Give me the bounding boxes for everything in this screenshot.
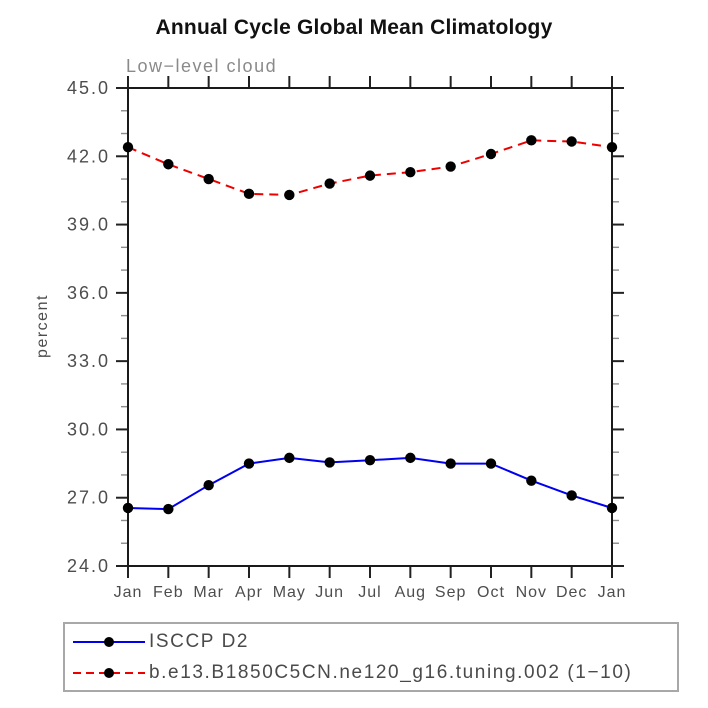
data-point-marker [566,136,577,147]
legend-sample-marker [104,667,114,678]
y-tick-label: 33.0 [67,351,110,371]
data-point-marker [606,502,618,514]
x-tick-label: Feb [153,584,184,601]
data-point-marker [566,490,577,501]
y-tick-label: 30.0 [67,419,110,439]
data-point-marker [364,170,376,181]
data-point-marker [526,475,537,486]
legend-label-model: b.e13.B1850C5CN.ne120_g16.tuning.002 (1−… [149,661,633,683]
data-point-marker [243,458,255,469]
x-tick-label: Mar [193,584,224,601]
y-tick-label: 27.0 [67,488,110,508]
x-tick-label: May [273,584,306,601]
legend-sample-marker [104,636,114,647]
data-point-marker [324,457,335,468]
chart-title: Annual Cycle Global Mean Climatology [155,16,553,39]
data-point-marker [445,458,456,469]
legend-line-sample-dashed-red [73,667,145,678]
x-tick-label: Sep [435,584,466,601]
data-point-marker [163,159,174,170]
data-point-marker [485,458,497,469]
data-point-marker [445,161,456,172]
x-tick-label: Apr [235,584,263,601]
axes-box [127,87,613,567]
chart-subtitle: Low−level cloud [126,56,278,76]
y-tick-label: 45.0 [67,78,110,98]
legend-label-observation: ISCCP D2 [149,630,250,652]
x-tick-label: Jun [315,584,344,601]
data-point-marker [324,178,335,189]
data-point-marker [606,141,618,153]
data-point-marker [364,454,376,466]
y-tick-label: 39.0 [67,215,110,235]
x-tick-label: Jan [598,584,627,601]
legend-item-model: b.e13.B1850C5CN.ne120_g16.tuning.002 (1−… [71,659,677,687]
x-tick-label: Nov [516,584,547,601]
x-tick-label: Dec [556,584,587,601]
data-point-marker [405,452,416,464]
data-point-marker [122,502,134,514]
data-point-marker [203,173,214,185]
data-point-marker [243,188,255,200]
legend-box: ISCCP D2 b.e13.B1850C5CN.ne120_g16.tunin… [63,622,679,692]
series-line-1 [127,139,613,197]
data-point-marker [163,503,174,515]
data-point-marker [485,148,497,160]
series-line-0 [127,456,613,511]
x-tick-label: Jul [358,584,381,601]
x-tick-label: Jan [114,584,143,601]
data-point-marker [122,141,134,153]
legend-item-observation: ISCCP D2 [71,628,677,656]
y-tick-label: 42.0 [67,146,110,166]
legend-line-sample-solid-blue [73,636,145,647]
x-tick-label: Oct [477,584,505,601]
data-point-marker [405,167,416,178]
y-tick-label: 36.0 [67,283,110,303]
x-tick-label: Aug [395,584,426,601]
data-point-marker [284,189,295,201]
data-point-marker [284,452,295,464]
data-point-marker [203,479,214,491]
data-point-marker [526,135,537,146]
y-tick-label: 24.0 [67,556,110,576]
